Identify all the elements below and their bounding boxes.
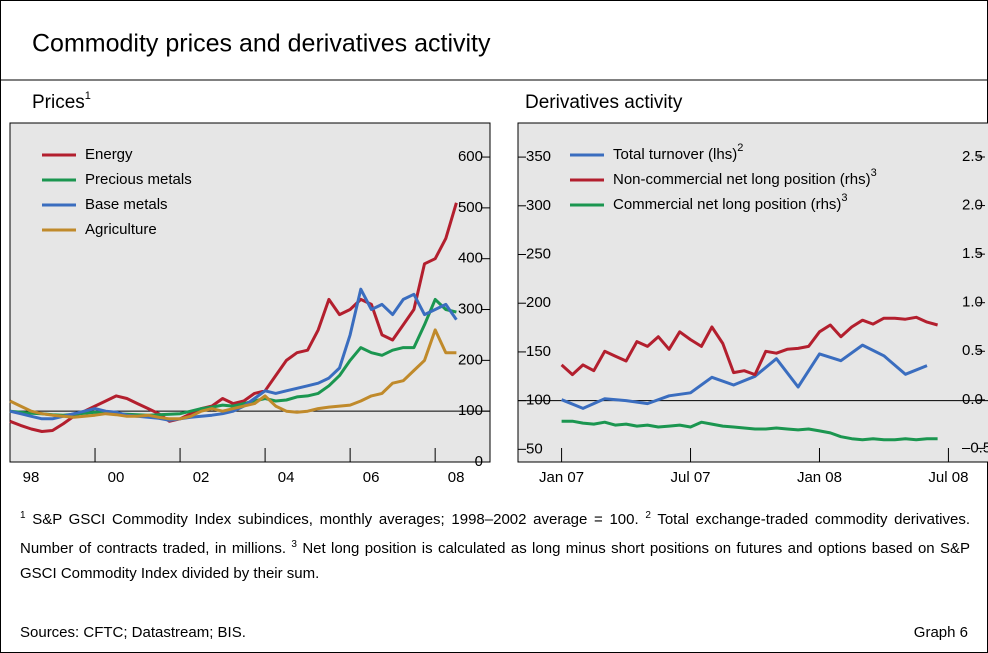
legend-label: Energy	[85, 146, 133, 163]
legend-label: Total turnover (lhs)2	[613, 142, 743, 163]
legend-label: Non-commercial net long position (rhs)3	[613, 167, 877, 188]
y-tick-label: 150	[526, 343, 551, 360]
legend-name: Non-commercial net long position (rhs)	[613, 171, 871, 188]
y-tick-label: 0	[475, 453, 483, 470]
series-line	[9, 297, 457, 417]
footnote-marker: 3	[291, 539, 297, 550]
legend-name: Commercial net long position (rhs)	[613, 196, 841, 213]
series-line	[9, 328, 457, 421]
x-tick-label: 08	[448, 469, 465, 486]
legend-label: Base metals	[85, 196, 168, 213]
footnote-text: Net long position is calculated as long …	[20, 540, 970, 582]
x-tick-label: 02	[193, 469, 210, 486]
footnote-text: Total exchange-traded commodity derivati…	[20, 511, 970, 557]
x-tick-label: Jan 07	[539, 469, 584, 486]
chart-title-text: Prices	[32, 92, 85, 113]
x-tick-label: 00	[108, 469, 125, 486]
graph-label: Graph 6	[913, 624, 968, 641]
legend-label: Commercial net long position (rhs)3	[613, 192, 848, 213]
y-tick-label: 300	[458, 300, 483, 317]
y2-tick-label: 1.0	[962, 294, 983, 311]
y-tick-label: 100	[458, 402, 483, 419]
legend-note: 2	[737, 142, 743, 154]
chart-title: Derivatives activity	[525, 92, 683, 113]
legend-name: Precious metals	[85, 171, 192, 188]
footnote-marker: 2	[645, 510, 651, 521]
series-line	[561, 343, 928, 410]
y-tick-label: 200	[526, 294, 551, 311]
x-tick-label: Jan 08	[797, 469, 842, 486]
x-tick-label: 06	[363, 469, 380, 486]
footnote-text: S&P GSCI Commodity Index subindices, mon…	[32, 511, 639, 528]
y2-tick-label: 0.0	[962, 391, 983, 408]
series-line	[9, 287, 458, 422]
series-line	[560, 315, 938, 377]
x-tick-label: 98	[23, 469, 40, 486]
legend-label: Precious metals	[85, 171, 192, 188]
legend-note: 3	[841, 192, 847, 204]
series-line	[561, 419, 938, 442]
y-tick-label: 400	[458, 250, 483, 267]
x-tick-label: 04	[278, 469, 295, 486]
legend-note: 3	[871, 167, 877, 179]
y-tick-label: 300	[526, 197, 551, 214]
chart-title-note: 1	[85, 90, 91, 102]
y-tick-label: 600	[458, 148, 483, 165]
y-tick-label: 350	[526, 148, 551, 165]
y2-tick-label: 2.5	[962, 148, 983, 165]
chart-title-text: Derivatives activity	[525, 92, 683, 113]
y-tick-label: 250	[526, 245, 551, 262]
legend-label: Agriculture	[85, 221, 157, 238]
legend-name: Total turnover (lhs)	[613, 146, 737, 163]
y2-tick-label: –0.5	[962, 439, 988, 456]
y-tick-label: 500	[458, 199, 483, 216]
y2-tick-label: 2.0	[962, 197, 983, 214]
y-tick-label: 50	[526, 440, 543, 457]
page-title: Commodity prices and derivatives activit…	[32, 30, 491, 58]
footnotes: 1 S&P GSCI Commodity Index subindices, m…	[20, 503, 970, 586]
legend-name: Base metals	[85, 196, 168, 213]
x-tick-label: Jul 08	[928, 469, 968, 486]
y2-tick-label: 0.5	[962, 342, 983, 359]
y-tick-label: 200	[458, 351, 483, 368]
y-tick-label: 100	[526, 392, 551, 409]
y2-tick-label: 1.5	[962, 245, 983, 262]
legend-name: Agriculture	[85, 221, 157, 238]
footnote-marker: 1	[20, 510, 26, 521]
sources: Sources: CFTC; Datastream; BIS.	[20, 624, 246, 641]
legend-name: Energy	[85, 146, 133, 163]
x-tick-label: Jul 07	[671, 469, 711, 486]
chart-title: Prices1	[32, 90, 91, 113]
